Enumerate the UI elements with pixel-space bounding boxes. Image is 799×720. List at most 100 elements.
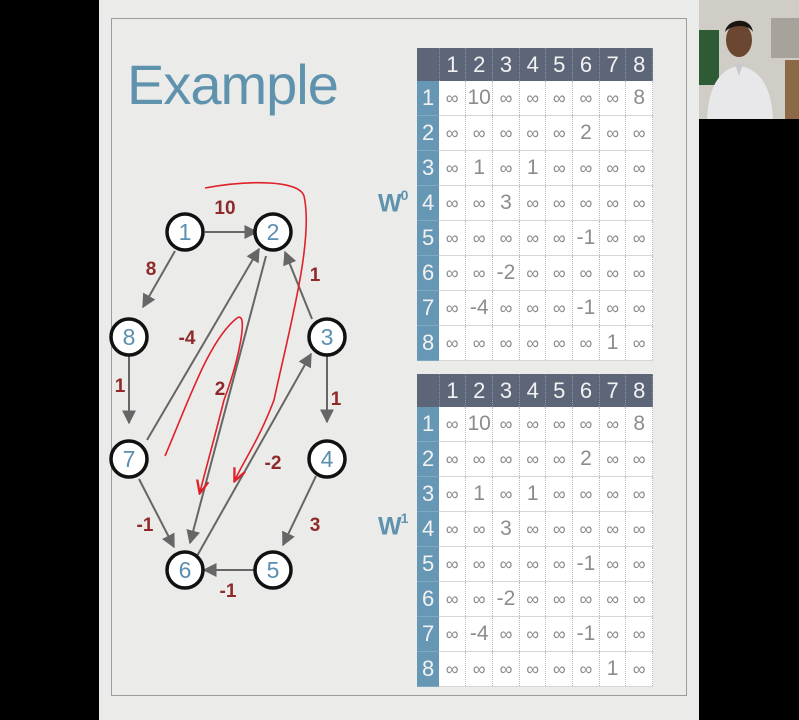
matrix-cell: ∞: [439, 616, 467, 652]
matrix-cell: ∞: [572, 81, 600, 116]
matrix-cell: ∞: [519, 115, 547, 151]
matrix-cell: ∞: [465, 546, 494, 582]
node-4: 4: [307, 439, 347, 479]
matrix-cell: ∞: [519, 546, 547, 582]
red-stroke-loop: [164, 316, 244, 492]
matrix-cell: ∞: [492, 150, 520, 186]
matrix-cell: ∞: [492, 325, 520, 361]
matrix-cell: -1: [572, 616, 600, 652]
column-header: 1: [439, 374, 467, 407]
svg-text:8: 8: [123, 324, 136, 350]
table-row: 6 ∞ ∞ -2 ∞ ∞ ∞ ∞ ∞: [417, 255, 653, 291]
matrix-corner: [417, 48, 440, 81]
matrix-cell: ∞: [492, 115, 520, 151]
node-5: 5: [253, 550, 293, 590]
edge-weights: 10 8 1 1 3 -1 -2 -4 -1 1 2: [115, 198, 342, 602]
matrix-cell: ∞: [545, 616, 574, 652]
weight-3-2: 1: [310, 265, 321, 286]
matrix-cell: ∞: [545, 407, 574, 442]
matrix-cell: ∞: [599, 150, 627, 186]
weight-1-2: 10: [214, 198, 235, 219]
weight-4-5: 3: [310, 515, 321, 536]
matrix-cell: ∞: [625, 581, 653, 617]
table-row: 4 ∞ ∞ 3 ∞ ∞ ∞ ∞ ∞: [417, 185, 653, 221]
matrix-cell: -2: [492, 255, 520, 291]
column-header: 7: [599, 374, 627, 407]
node-2: 2: [253, 212, 293, 252]
node-6: 6: [165, 550, 205, 590]
table-row: 1 ∞ 10 ∞ ∞ ∞ ∞ ∞ 8: [417, 407, 653, 442]
column-header: 3: [492, 374, 520, 407]
node-3: 3: [307, 317, 347, 357]
column-header: 4: [519, 374, 547, 407]
table-row: 8 ∞ ∞ ∞ ∞ ∞ ∞ 1 ∞: [417, 325, 653, 361]
table-row: 3 ∞ 1 ∞ 1 ∞ ∞ ∞ ∞: [417, 476, 653, 512]
matrix-cell: ∞: [572, 255, 600, 291]
red-stroke-arc: [204, 182, 308, 480]
matrix-cell: 1: [519, 150, 547, 186]
matrix-cell: ∞: [545, 325, 574, 361]
weight-7-6: -1: [137, 515, 154, 536]
matrix-cell: ∞: [492, 407, 520, 442]
column-header: 4: [519, 48, 547, 81]
matrix-cell: ∞: [545, 441, 574, 477]
row-header: 1: [417, 81, 440, 116]
matrix-cell: 10: [465, 407, 494, 442]
matrix-cell: 1: [465, 150, 494, 186]
column-header: 5: [545, 374, 574, 407]
matrix-cell: 1: [599, 651, 627, 687]
slide-border: [111, 18, 687, 696]
matrix-cell: ∞: [572, 651, 600, 687]
matrix-cell: ∞: [492, 81, 520, 116]
matrix-cell: ∞: [465, 325, 494, 361]
table-row: 5 ∞ ∞ ∞ ∞ ∞ -1 ∞ ∞: [417, 220, 653, 256]
matrix-cell: ∞: [572, 325, 600, 361]
matrix-cell: ∞: [599, 290, 627, 326]
table-row: 4 ∞ ∞ 3 ∞ ∞ ∞ ∞ ∞: [417, 511, 653, 547]
table-row: 7 ∞ -4 ∞ ∞ ∞ -1 ∞ ∞: [417, 616, 653, 652]
row-header: 7: [417, 616, 440, 652]
matrix-cell: ∞: [519, 441, 547, 477]
column-header: 6: [572, 374, 600, 407]
matrix-cell: ∞: [625, 511, 653, 547]
edge-4-5: [282, 475, 317, 547]
matrix-cell: ∞: [625, 441, 653, 477]
matrix-cell: ∞: [599, 581, 627, 617]
svg-text:5: 5: [267, 557, 280, 583]
column-header: 8: [625, 374, 653, 407]
matrix-cell: ∞: [492, 546, 520, 582]
svg-text:3: 3: [321, 324, 334, 350]
matrix-cell: ∞: [492, 616, 520, 652]
matrix-cell: ∞: [572, 476, 600, 512]
edge-7-6: [138, 478, 175, 549]
weight-1-8: 8: [146, 259, 157, 280]
weight-8-7: 1: [115, 376, 126, 397]
table-row: 6 ∞ ∞ -2 ∞ ∞ ∞ ∞ ∞: [417, 581, 653, 617]
matrix-cell: 8: [625, 81, 653, 116]
matrix-cell: ∞: [439, 220, 467, 256]
matrix-cell: ∞: [465, 185, 494, 221]
row-header: 8: [417, 325, 440, 361]
row-header: 1: [417, 407, 440, 442]
matrix-cell: ∞: [599, 546, 627, 582]
matrix-cell: 3: [492, 185, 520, 221]
matrix-cell: ∞: [465, 511, 494, 547]
matrix-label-w1: W1: [378, 510, 408, 541]
row-header: 2: [417, 441, 440, 477]
svg-text:2: 2: [267, 219, 280, 245]
matrix-cell: ∞: [625, 546, 653, 582]
matrix-cell: ∞: [519, 325, 547, 361]
weight-2-6: 2: [215, 379, 226, 400]
webcam-overlay: [699, 0, 799, 119]
column-header: 1: [439, 48, 467, 81]
matrix-cell: -4: [465, 290, 494, 326]
row-header: 7: [417, 290, 440, 326]
matrix-cell: ∞: [465, 255, 494, 291]
matrix-cell: ∞: [439, 255, 467, 291]
matrix-cell: ∞: [599, 476, 627, 512]
matrix-cell: ∞: [545, 255, 574, 291]
weight-5-6: -1: [220, 581, 237, 602]
row-header: 3: [417, 476, 440, 512]
matrix-cell: 1: [465, 476, 494, 512]
matrix-cell: ∞: [519, 255, 547, 291]
